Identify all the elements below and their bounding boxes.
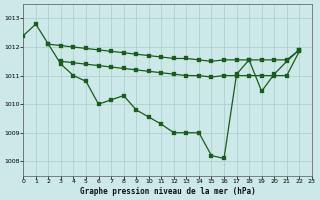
X-axis label: Graphe pression niveau de la mer (hPa): Graphe pression niveau de la mer (hPa) (80, 187, 255, 196)
